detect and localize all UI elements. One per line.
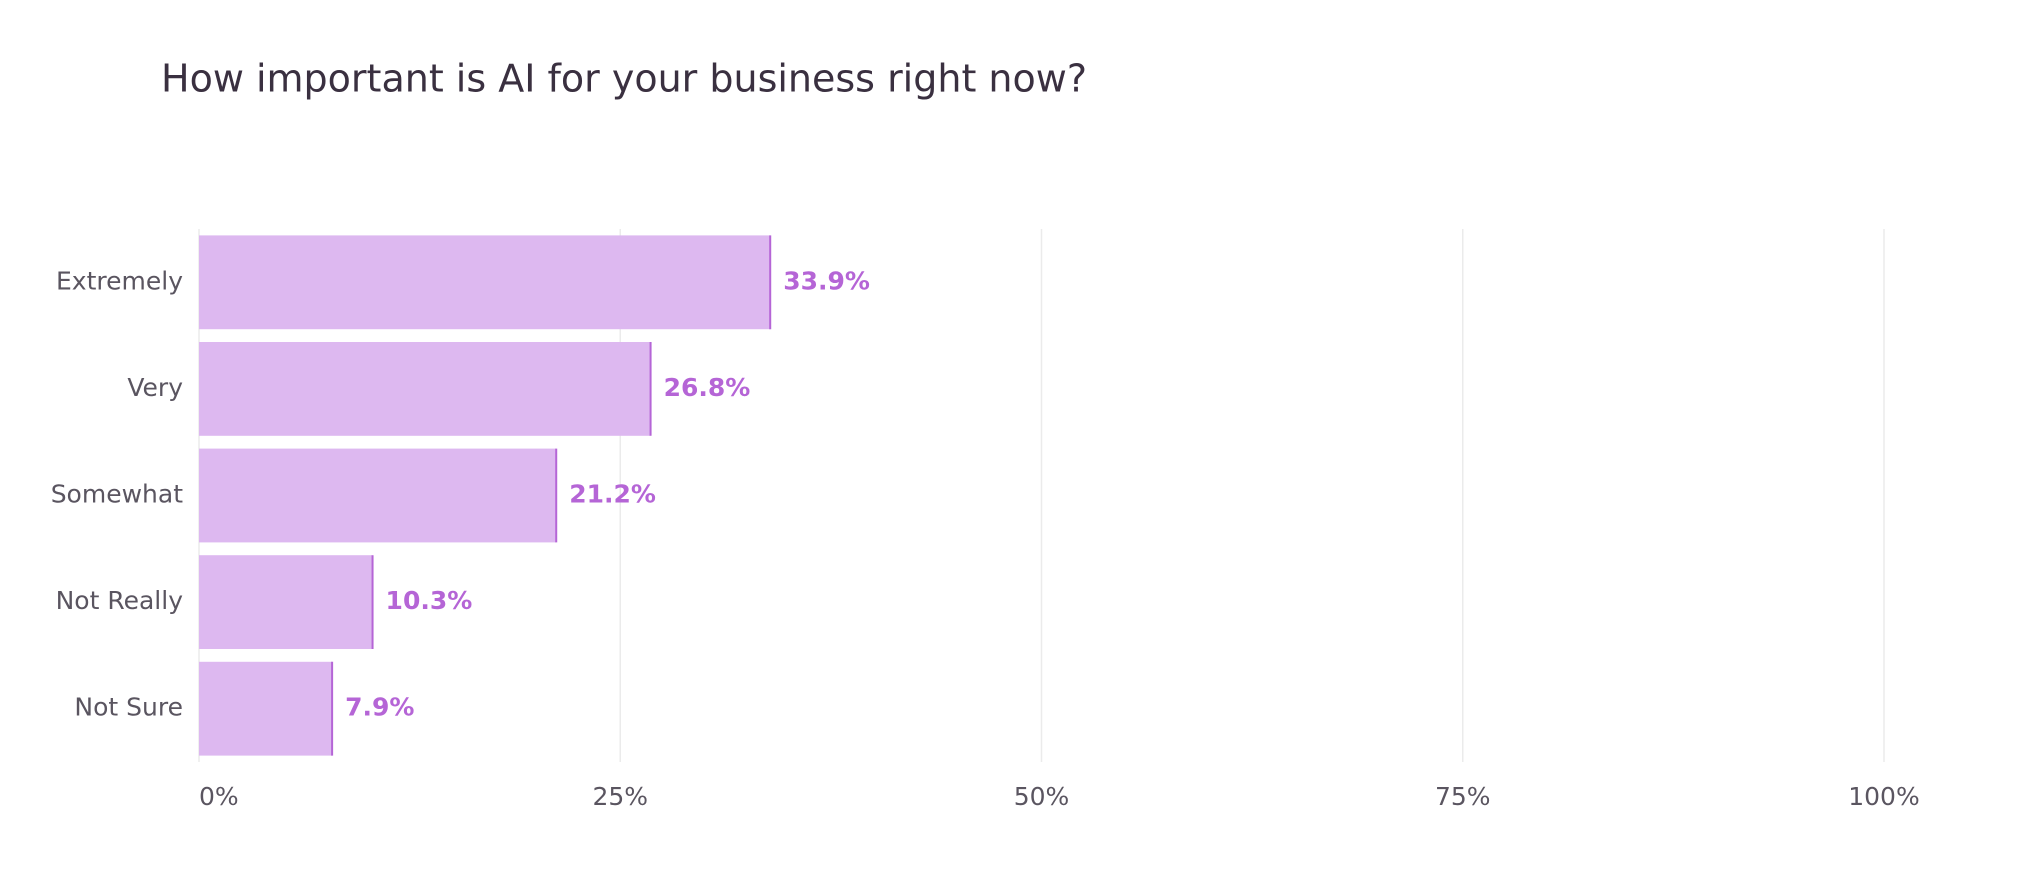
bar: [199, 661, 333, 756]
bar: [199, 341, 651, 436]
y-tick-label: Extremely: [56, 266, 183, 295]
value-label: 33.9%: [783, 266, 870, 295]
x-tick-label: 0%: [199, 782, 239, 811]
x-tick-label: 100%: [1848, 782, 1919, 811]
value-label: 21.2%: [569, 480, 656, 509]
x-tick-label: 25%: [592, 782, 648, 811]
y-tick-label: Somewhat: [51, 480, 184, 509]
y-tick-label: Not Really: [56, 586, 184, 615]
bar: [199, 235, 771, 330]
chart-title: How important is AI for your business ri…: [161, 57, 1087, 101]
value-label: 7.9%: [345, 693, 414, 722]
y-tick-label: Not Sure: [74, 693, 183, 722]
x-tick-label: 75%: [1435, 782, 1491, 811]
value-label: 10.3%: [386, 586, 473, 615]
x-tick-label: 50%: [1014, 782, 1070, 811]
value-label: 26.8%: [664, 373, 751, 402]
bar: [199, 555, 373, 650]
y-tick-label: Very: [127, 373, 183, 402]
bar: [199, 448, 557, 543]
